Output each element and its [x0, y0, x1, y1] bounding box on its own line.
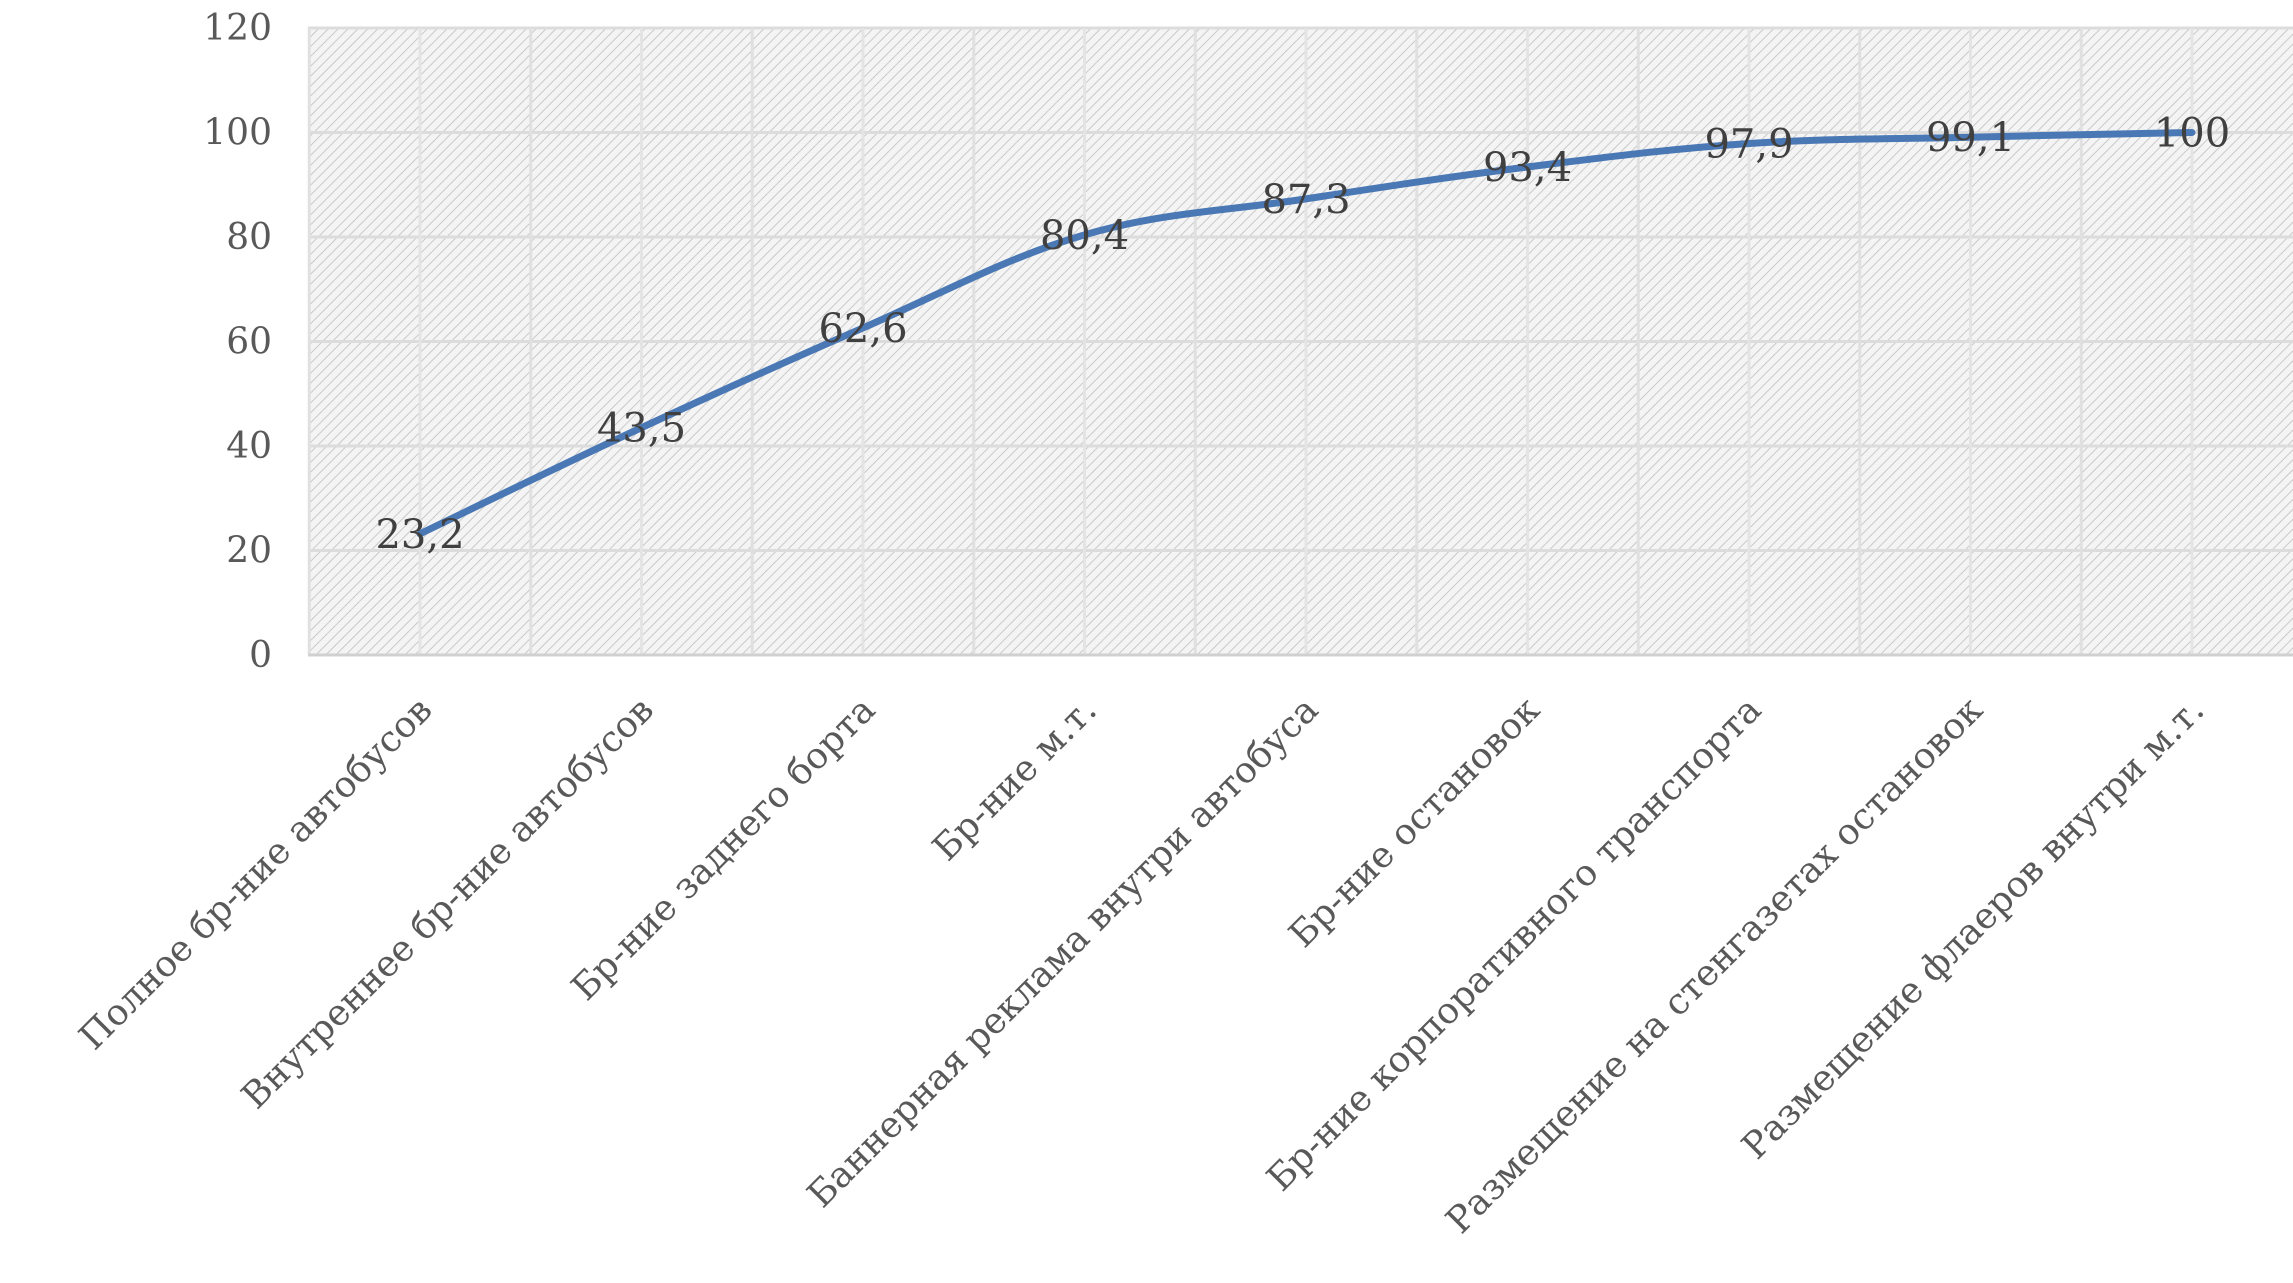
data-label: 23,2 — [375, 512, 464, 558]
x-tick-label: Бр-ние м.т. — [925, 689, 1105, 869]
data-label: 97,9 — [1704, 121, 1793, 167]
data-label: 43,5 — [597, 406, 686, 452]
y-tick-label: 120 — [203, 8, 272, 49]
x-tick-label: Бр-ние корпоративного транспорта — [1259, 689, 1769, 1199]
data-label: 93,4 — [1483, 145, 1572, 191]
data-label: 80,4 — [1040, 213, 1129, 259]
data-label: 99,1 — [1926, 115, 2015, 161]
y-tick-label: 60 — [226, 322, 272, 363]
y-tick-label: 20 — [226, 531, 272, 572]
data-label: 62,6 — [818, 306, 907, 352]
x-tick-label: Баннерная реклама внутри автобуса — [800, 689, 1327, 1216]
data-label: 87,3 — [1261, 177, 1350, 223]
y-tick-label: 80 — [226, 217, 272, 258]
x-tick-label: Полное бр-ние автобусов — [72, 689, 441, 1058]
series-line — [416, 129, 2196, 538]
y-tick-label: 40 — [226, 426, 272, 467]
data-label: 100 — [2154, 111, 2230, 157]
y-tick-label: 100 — [203, 113, 272, 154]
x-tick-label: Размещение флаеров внутри м.т. — [1734, 689, 2212, 1167]
y-tick-label: 0 — [249, 635, 272, 676]
x-tick-label: Бр-ние остановок — [1281, 689, 1548, 956]
x-tick-label: Внутреннее бр-ние автобусов — [234, 689, 662, 1117]
